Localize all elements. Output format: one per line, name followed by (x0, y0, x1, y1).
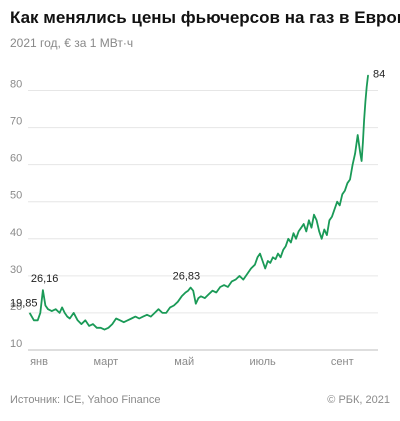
annotation-label: 26,16 (31, 273, 59, 285)
series-line (29, 74, 369, 331)
y-tick-label-80: 80 (10, 79, 22, 91)
y-tick-label-40: 40 (10, 227, 22, 239)
x-tick-label-май: май (174, 356, 194, 368)
annotation-label: 84 (373, 69, 385, 81)
y-tick-label-60: 60 (10, 153, 22, 165)
y-tick-label-70: 70 (10, 116, 22, 128)
annotation-label: 26,83 (173, 271, 201, 283)
x-tick-label-янв: янв (30, 356, 48, 368)
source-note: Источник: ICE, Yahoo Finance (10, 394, 161, 406)
x-tick-label-сент: сент (331, 356, 354, 368)
x-tick-label-июль: июль (249, 356, 276, 368)
y-tick-label-50: 50 (10, 190, 22, 202)
x-tick-label-март: март (94, 356, 119, 368)
annotation-label: 19,85 (10, 297, 38, 309)
y-tick-label-30: 30 (10, 264, 22, 276)
chart-subtitle: 2021 год, € за 1 МВт·ч (10, 36, 134, 50)
y-tick-label-20: 20 (10, 301, 22, 313)
chart-footer: Источник: ICE, Yahoo Finance © РБК, 2021 (10, 394, 390, 406)
chart-title: Как менялись цены фьючерсов на газ в Евр… (10, 8, 400, 27)
copyright-note: © РБК, 2021 (327, 394, 390, 406)
y-tick-label-10: 10 (10, 338, 22, 350)
